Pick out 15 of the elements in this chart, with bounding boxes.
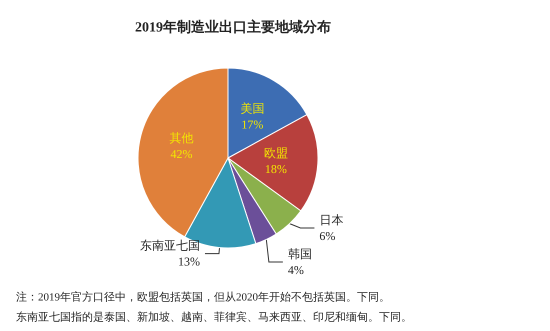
text: 注：2019年官方口径中，欧盟包括英国，但从2020年开始不包括英国。下同。 — [16, 290, 390, 304]
slice-label: 韩国 — [288, 246, 312, 261]
slice-label: 美国 — [240, 102, 264, 116]
data-label: 17% — [241, 118, 264, 132]
chart-title: 2019年制造业出口主要地域分布 — [135, 18, 331, 36]
slice-label: 日本 — [319, 212, 344, 227]
data-label: 13% — [178, 254, 200, 269]
slice-label: 其他 — [170, 131, 194, 146]
data-label: 4% — [288, 262, 304, 277]
data-label: 42% — [170, 147, 193, 162]
slice-label: 欧盟 — [264, 146, 288, 160]
slice-label: 东南亚七国 — [140, 238, 200, 253]
data-label: 18% — [264, 162, 287, 176]
text: 东南亚七国指的是泰国、新加坡、越南、菲律宾、马来西亚、印尼和缅甸。下同。 — [16, 310, 412, 324]
data-label: 6% — [319, 228, 336, 243]
